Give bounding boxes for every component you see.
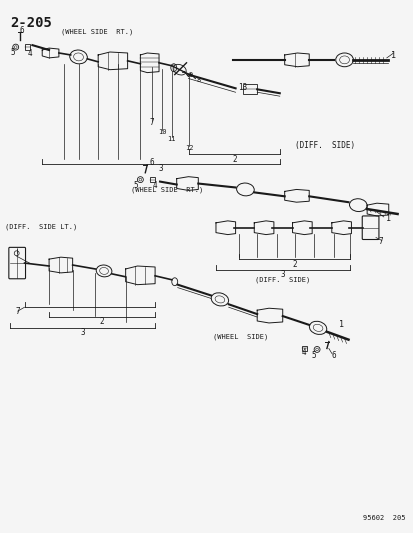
Text: 6: 6 (19, 26, 24, 35)
Text: 3: 3 (280, 270, 284, 279)
Text: 4: 4 (301, 348, 306, 357)
Text: 5: 5 (311, 351, 316, 360)
Text: 6: 6 (331, 351, 335, 360)
Text: 2: 2 (100, 318, 104, 327)
Text: (WHEEL SIDE  RT.): (WHEEL SIDE RT.) (61, 28, 133, 35)
Text: 13: 13 (238, 83, 247, 92)
Text: 12: 12 (185, 145, 193, 151)
Text: 2: 2 (232, 155, 236, 164)
Text: 4: 4 (152, 181, 157, 190)
Text: (WHEEL  SIDE): (WHEEL SIDE) (212, 334, 268, 340)
Text: 2: 2 (292, 260, 296, 269)
Bar (301, 346, 306, 351)
Bar (243, 84, 256, 94)
Text: 95602  205: 95602 205 (362, 515, 405, 521)
Text: 4: 4 (27, 50, 32, 59)
Text: 3: 3 (158, 164, 163, 173)
Text: 3: 3 (80, 328, 85, 337)
Text: 1: 1 (385, 214, 390, 223)
Text: 9: 9 (188, 71, 192, 78)
Text: 5: 5 (133, 181, 138, 190)
Text: 7: 7 (150, 118, 154, 127)
Text: (DIFF.  SIDE): (DIFF. SIDE) (294, 141, 354, 150)
Text: (DIFF.  SIDE LT.): (DIFF. SIDE LT.) (5, 223, 77, 230)
Text: 11: 11 (167, 136, 176, 142)
Text: 2-205: 2-205 (10, 15, 52, 30)
Text: 8: 8 (196, 77, 200, 84)
Text: 1: 1 (338, 320, 343, 329)
Text: (DIFF.  SIDE): (DIFF. SIDE) (255, 277, 310, 283)
Text: 1: 1 (390, 51, 395, 60)
Text: (WHEEL SIDE  RT.): (WHEEL SIDE RT.) (130, 186, 202, 193)
Text: 7: 7 (378, 237, 382, 246)
Text: 7: 7 (15, 306, 20, 316)
Bar (24, 44, 31, 50)
Bar (150, 177, 154, 182)
Text: 5: 5 (10, 49, 15, 58)
Text: 10: 10 (157, 128, 166, 134)
Text: 6: 6 (149, 158, 154, 167)
